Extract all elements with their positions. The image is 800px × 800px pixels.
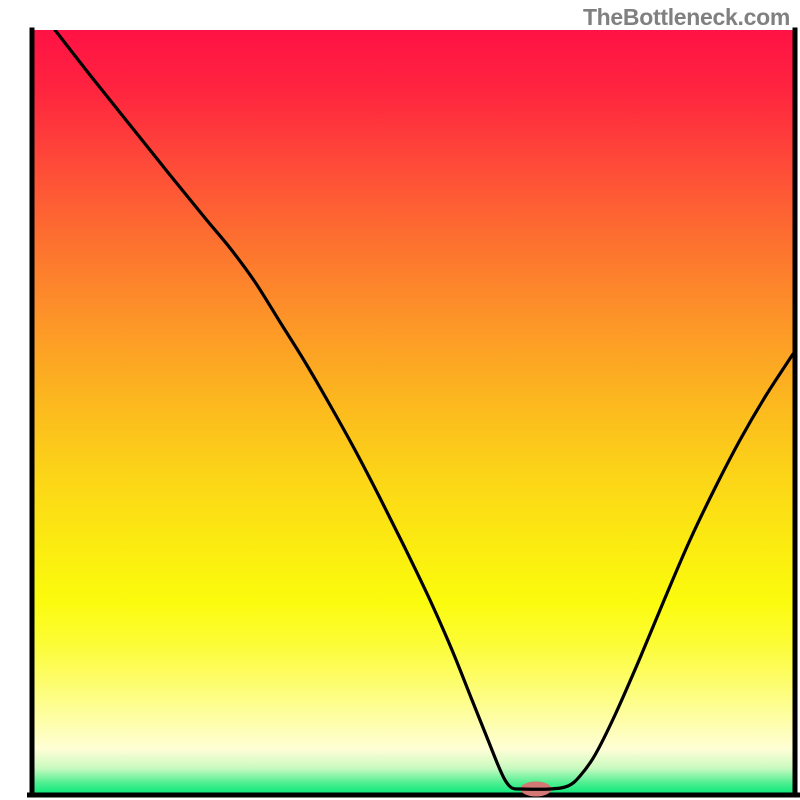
bottleneck-chart: TheBottleneck.com: [0, 0, 800, 800]
chart-svg: [0, 0, 800, 800]
watermark-text: TheBottleneck.com: [583, 4, 790, 31]
